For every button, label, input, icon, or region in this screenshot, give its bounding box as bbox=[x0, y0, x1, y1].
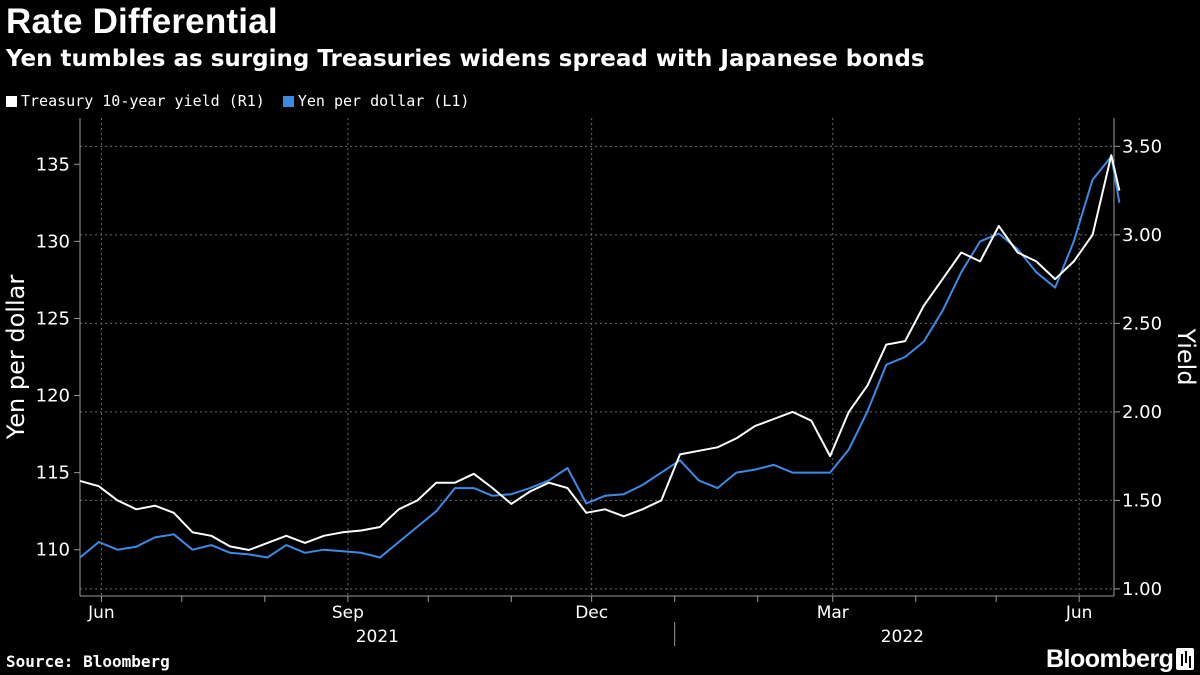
year-label-0: 2021 bbox=[356, 627, 399, 647]
y-left-tick-label-2: 120 bbox=[36, 386, 70, 407]
y-right-tick-label-4: 3.00 bbox=[1122, 225, 1162, 246]
terminal-icon bbox=[1176, 648, 1194, 670]
x-tick-label-3: Mar bbox=[817, 603, 849, 623]
bloomberg-logo: Bloomberg bbox=[1046, 645, 1174, 673]
y-left-axis-title: Yen per dollar bbox=[2, 275, 30, 441]
y-left-tick-label-3: 125 bbox=[36, 308, 70, 329]
source-note: Source: Bloomberg bbox=[6, 652, 170, 671]
y-left-tick-label-5: 135 bbox=[36, 154, 70, 175]
x-tick-label-2: Dec bbox=[575, 603, 608, 623]
legend-swatch-yen bbox=[282, 95, 294, 107]
y-right-tick-label-3: 2.50 bbox=[1122, 313, 1162, 334]
y-right-tick-label-2: 2.00 bbox=[1122, 402, 1162, 423]
y-left-tick-label-1: 115 bbox=[36, 463, 70, 484]
y-right-tick-label-5: 3.50 bbox=[1122, 136, 1162, 157]
legend: Treasury 10-year yield (R1) Yen per doll… bbox=[6, 92, 469, 110]
chart-title: Rate Differential bbox=[6, 2, 278, 41]
y-right-axis-title: Yield bbox=[1172, 327, 1200, 385]
x-tick-label-1: Sep bbox=[332, 603, 364, 623]
legend-item-yen: Yen per dollar (L1) bbox=[282, 92, 470, 110]
legend-label-yen: Yen per dollar (L1) bbox=[297, 92, 470, 110]
year-label-1: 2022 bbox=[881, 627, 924, 647]
y-right-tick-label-1: 1.50 bbox=[1122, 490, 1162, 511]
y-left-tick-label-4: 130 bbox=[36, 231, 70, 252]
y-right-tick-label-0: 1.00 bbox=[1122, 579, 1162, 600]
y-left-tick-label-0: 110 bbox=[36, 540, 70, 561]
legend-swatch-treasury bbox=[6, 95, 17, 107]
legend-item-treasury: Treasury 10-year yield (R1) bbox=[6, 92, 265, 110]
series-line-treasury bbox=[79, 154, 1121, 551]
x-tick-label-4: Jun bbox=[1065, 603, 1093, 623]
legend-label-treasury: Treasury 10-year yield (R1) bbox=[21, 92, 265, 110]
x-tick-label-0: Jun bbox=[87, 603, 115, 623]
series-line-yen bbox=[79, 155, 1121, 559]
chart-subtitle: Yen tumbles as surging Treasuries widens… bbox=[6, 46, 925, 72]
